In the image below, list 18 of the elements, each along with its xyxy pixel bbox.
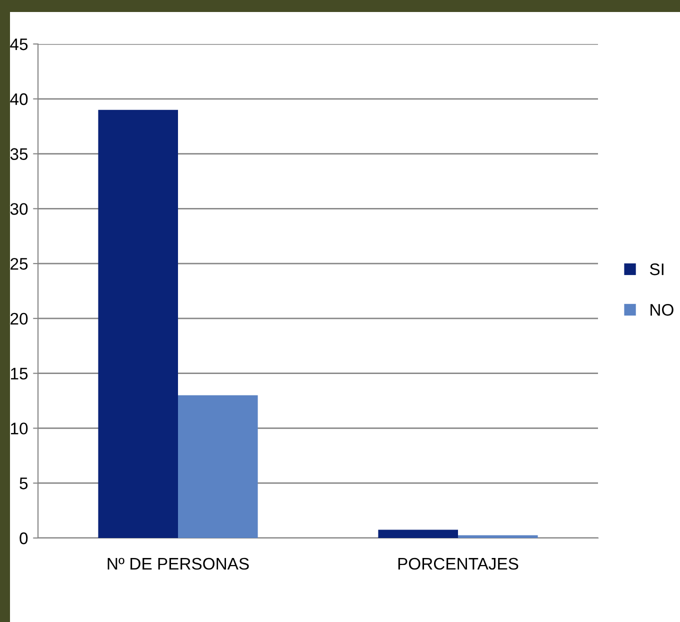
bar — [98, 110, 178, 538]
y-tick-label: 35 — [10, 148, 28, 160]
y-tick-label: 45 — [10, 38, 28, 50]
legend-label: SI — [650, 263, 664, 276]
y-tick-label: 5 — [20, 478, 28, 490]
legend-label: NO — [650, 304, 674, 316]
y-tick-label: 10 — [11, 422, 28, 434]
y-tick-label: 30 — [10, 203, 28, 215]
y-tick-label: 0 — [20, 532, 28, 544]
y-tick-label: 20 — [10, 312, 28, 325]
y-tick-label: 15 — [11, 368, 28, 380]
x-tick-label: PORCENTAJES — [398, 558, 518, 570]
y-tick-label: 40 — [10, 93, 28, 106]
bar — [378, 530, 458, 538]
x-tick-label: Nº DE PERSONAS — [108, 558, 249, 570]
y-tick-label: 25 — [10, 258, 28, 270]
bar — [458, 535, 538, 538]
bar — [178, 395, 258, 538]
